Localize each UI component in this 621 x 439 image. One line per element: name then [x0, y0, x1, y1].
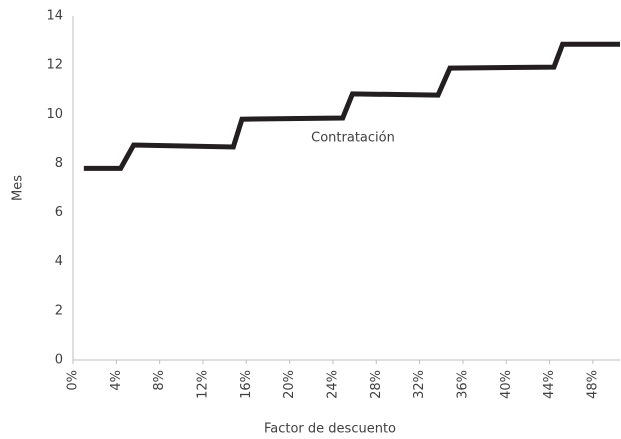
y-axis-label: Mes	[11, 175, 26, 201]
y-tick-label: 0	[55, 353, 63, 368]
y-tick-label: 12	[46, 58, 63, 73]
x-tick-label: 28%	[369, 370, 384, 399]
x-tick-label: 4%	[109, 370, 124, 391]
x-tick-label: 0%	[66, 370, 81, 391]
x-tick-label: 24%	[325, 370, 340, 399]
annotation: Contratación	[311, 131, 395, 146]
y-tick-label: 10	[46, 107, 63, 122]
y-tick-label: 2	[55, 303, 63, 318]
y-tick-label: 6	[55, 205, 63, 220]
x-tick-label: 20%	[282, 370, 297, 399]
x-tick-label: 40%	[499, 370, 514, 399]
y-tick-label: 4	[55, 254, 63, 269]
y-tick-label: 8	[55, 156, 63, 171]
x-tick-label: 16%	[239, 370, 254, 399]
x-tick-label: 32%	[412, 370, 427, 399]
x-tick-label: 36%	[455, 370, 470, 399]
y-tick-label: 14	[46, 9, 63, 24]
x-tick-label: 12%	[195, 370, 210, 399]
x-axis-label: Factor de descuento	[264, 422, 396, 437]
x-tick-label: 8%	[152, 370, 167, 391]
x-tick-label: 48%	[585, 370, 600, 399]
line	[83, 41, 620, 171]
x-tick-label: 44%	[542, 370, 557, 399]
